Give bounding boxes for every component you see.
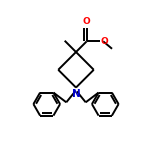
Text: O: O — [100, 37, 108, 46]
Text: N: N — [72, 89, 80, 99]
Text: O: O — [83, 17, 91, 26]
